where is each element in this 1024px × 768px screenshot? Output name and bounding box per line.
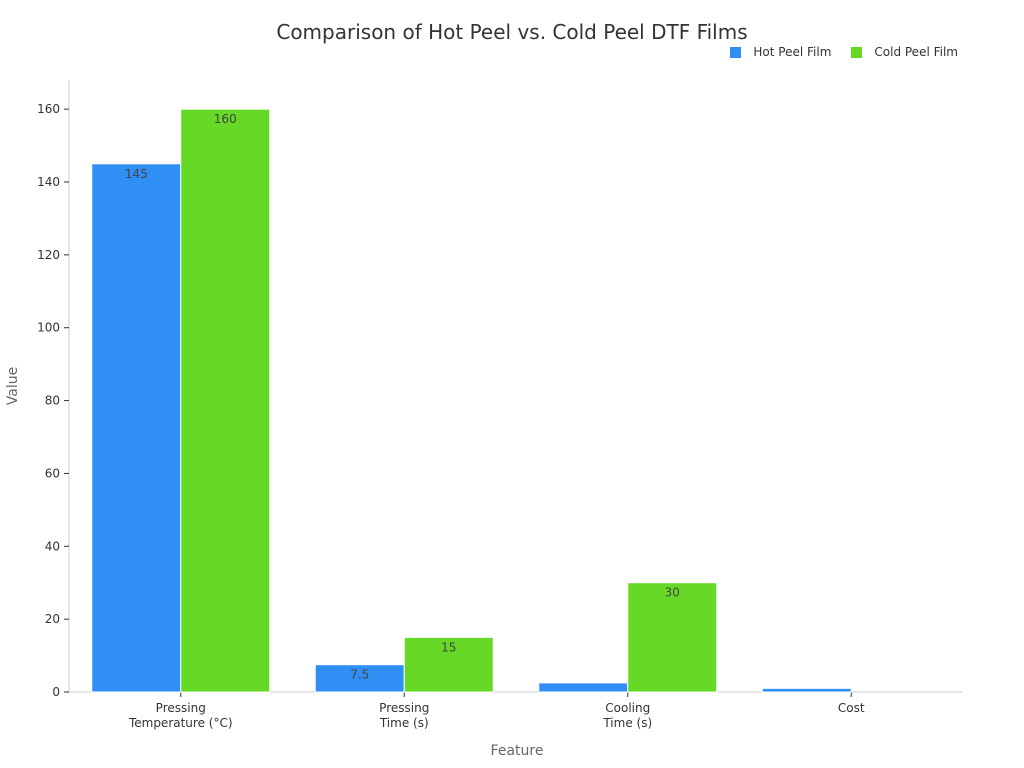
data-label-cold-peel: 160 xyxy=(214,112,237,126)
y-tick-label: 40 xyxy=(45,539,60,553)
legend-label-cold-peel: Cold Peel Film xyxy=(874,45,958,59)
bar-cold-peel xyxy=(403,636,494,693)
x-axis-label: Feature xyxy=(491,743,544,759)
legend-swatch-cold-peel xyxy=(851,46,863,58)
x-tick-label: Cooling Time (s) xyxy=(602,701,652,730)
x-tick-label: Pressing Temperature (°C) xyxy=(128,701,233,730)
data-label-hot-peel: 145 xyxy=(125,167,148,181)
y-tick-label: 20 xyxy=(45,612,60,626)
legend-swatch-hot-peel xyxy=(730,46,742,58)
bar-hot-peel xyxy=(91,163,182,693)
legend-label-hot-peel: Hot Peel Film xyxy=(753,45,832,59)
bar-cold-peel xyxy=(180,108,271,693)
bar-hot-peel xyxy=(314,664,405,693)
legend-item-hot-peel[interactable]: Hot Peel Film xyxy=(730,45,831,59)
y-tick-label: 140 xyxy=(37,175,60,189)
bar-cold-peel xyxy=(627,582,718,693)
x-tick-label: Pressing Time (s) xyxy=(379,701,429,730)
bar-hot-peel xyxy=(538,682,629,693)
y-tick-label: 100 xyxy=(37,321,60,335)
legend-item-cold-peel[interactable]: Cold Peel Film xyxy=(851,45,958,59)
chart-title: Comparison of Hot Peel vs. Cold Peel DTF… xyxy=(276,20,748,44)
x-tick-label: Cost xyxy=(838,701,865,715)
legend: Hot Peel Film Cold Peel Film xyxy=(710,45,958,59)
data-label-hot-peel: 7.5 xyxy=(350,668,369,682)
y-axis-label: Value xyxy=(5,367,21,405)
data-label-cold-peel: 30 xyxy=(665,586,680,600)
y-tick-label: 80 xyxy=(45,394,60,408)
y-tick-label: 60 xyxy=(45,466,60,480)
data-label-cold-peel: 15 xyxy=(441,640,456,654)
bar-hot-peel xyxy=(761,687,852,693)
y-tick-label: 120 xyxy=(37,248,60,262)
y-tick-label: 0 xyxy=(52,685,60,699)
y-tick-label: 160 xyxy=(37,102,60,116)
